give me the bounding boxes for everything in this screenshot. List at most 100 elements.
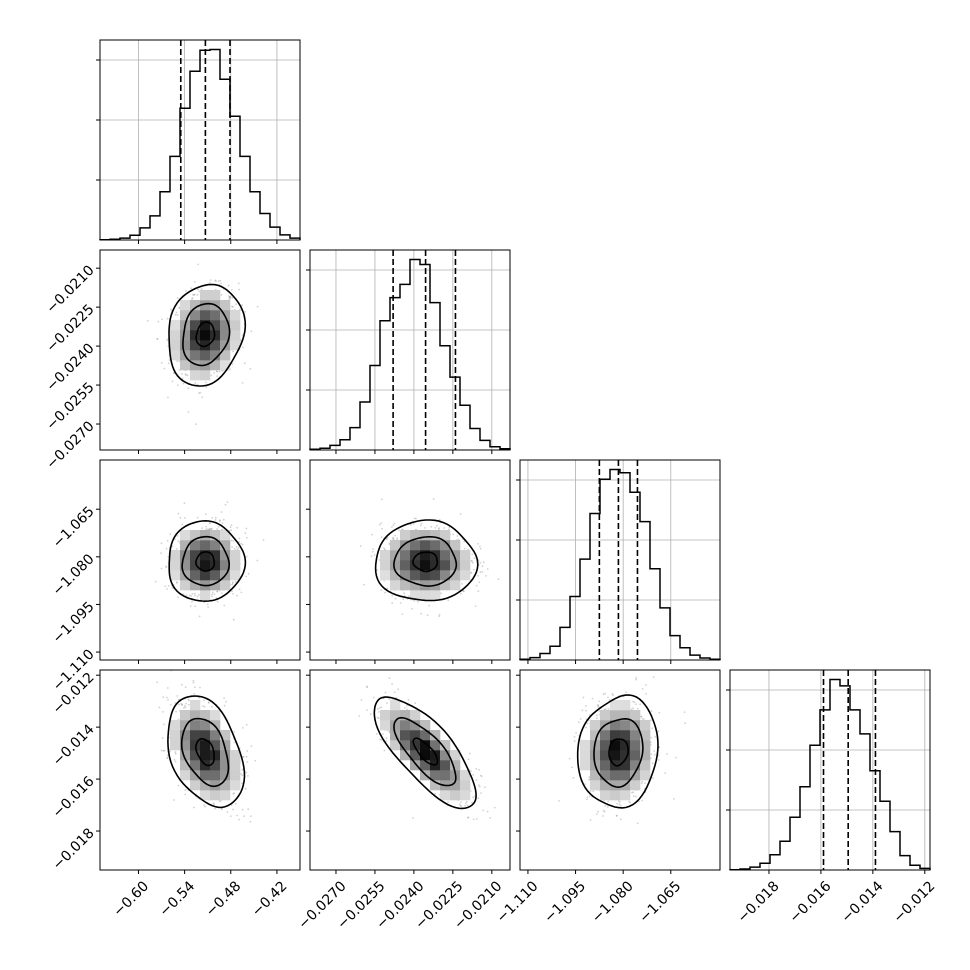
density-cell: [180, 530, 191, 541]
scatter-point: [477, 784, 480, 786]
scatter-point: [484, 786, 486, 789]
density-cell: [630, 710, 641, 721]
scatter-point: [485, 575, 487, 577]
scatter-point: [175, 581, 178, 584]
scatter-point: [211, 595, 213, 598]
scatter-point: [230, 289, 233, 291]
density-cell: [410, 740, 421, 751]
scatter-point: [234, 580, 237, 583]
density-cell: [210, 750, 221, 761]
scatter-point: [398, 529, 400, 532]
scatter-point: [463, 540, 466, 543]
y-tick-label: −0.018: [50, 825, 98, 873]
scatter-point: [377, 708, 379, 710]
density-cell: [190, 740, 201, 751]
axes-frame: [309, 459, 511, 661]
density-cell: [190, 330, 201, 341]
density-cell: [220, 320, 231, 331]
scatter-point: [183, 502, 186, 505]
scatter-point: [575, 732, 577, 734]
scatter-point: [228, 296, 231, 299]
density-cell: [410, 530, 421, 541]
scatter-point: [165, 566, 168, 568]
density-cell: [420, 730, 431, 741]
y-tick-label: −0.016: [50, 773, 98, 821]
density-cell: [610, 790, 621, 801]
histogram-step: [729, 678, 931, 871]
density-cell: [220, 540, 231, 551]
scatter-point: [196, 383, 199, 386]
density-cell: [230, 340, 241, 351]
density-cell: [210, 530, 221, 541]
x-tick-labels-p2: −1.110 −1.095 −1.080 −1.065: [494, 878, 685, 926]
scatter-point: [254, 759, 257, 762]
scatter-point: [219, 800, 222, 802]
scatter-point: [167, 396, 169, 399]
scatter-point: [176, 314, 179, 316]
scatter-point: [188, 594, 191, 597]
scatter-point: [641, 780, 644, 783]
scatter-point: [650, 736, 652, 739]
density-cell: [420, 590, 431, 601]
scatter-point: [207, 701, 210, 704]
scatter-point: [237, 282, 240, 285]
scatter-point: [168, 359, 171, 361]
scatter-point: [176, 297, 179, 299]
scatter-point: [235, 802, 237, 805]
density-cell: [450, 580, 461, 591]
scatter-point: [651, 762, 654, 765]
scatter-point: [381, 498, 383, 501]
scatter-point: [232, 593, 234, 595]
scatter-point: [198, 392, 200, 394]
scatter-point: [172, 799, 175, 801]
density-cell: [210, 720, 221, 731]
scatter-point: [193, 293, 196, 296]
scatter-point: [479, 571, 482, 574]
scatter-point: [426, 614, 429, 617]
scatter-point: [641, 717, 644, 720]
scatter-point: [363, 583, 365, 586]
scatter-point: [632, 791, 635, 793]
scatter-point: [214, 807, 217, 810]
scatter-point: [653, 750, 656, 752]
scatter-point: [573, 736, 576, 738]
x-tick-label: −0.42: [249, 878, 291, 920]
density-cell: [200, 350, 211, 361]
scatter-point: [247, 572, 250, 575]
density-cell: [170, 550, 181, 561]
scatter-point: [478, 581, 481, 584]
scatter-point: [475, 767, 478, 770]
density-cell: [430, 530, 441, 541]
y-tick-labels-p3: −0.018−0.016−0.014−0.012: [50, 670, 98, 874]
scatter-point: [146, 319, 149, 322]
scatter-point: [167, 698, 169, 701]
scatter-point: [225, 700, 228, 703]
scatter-point: [619, 818, 622, 821]
scatter-point: [163, 367, 166, 370]
scatter-point: [181, 523, 184, 526]
density-cell: [450, 760, 461, 771]
x-tick-label: −0.016: [787, 878, 835, 926]
scatter-point: [459, 803, 461, 806]
scatter-point: [205, 525, 208, 528]
scatter-point: [180, 702, 183, 705]
scatter-point: [479, 547, 482, 550]
density-cell: [190, 570, 201, 581]
scatter-point: [207, 606, 210, 608]
scatter-point: [178, 703, 180, 706]
density-cells: [170, 700, 241, 801]
density-cell: [380, 710, 391, 721]
scatter-point: [584, 783, 586, 785]
scatter-point: [597, 704, 600, 706]
scatter-point: [223, 604, 226, 607]
panel-p1-p2: [306, 459, 511, 664]
scatter-point: [616, 802, 618, 805]
density-cell: [200, 710, 211, 721]
density-cell: [180, 330, 191, 341]
scatter-point: [169, 533, 172, 535]
scatter-point: [201, 396, 204, 399]
scatter-point: [658, 711, 661, 714]
density-cell: [420, 760, 431, 771]
scatter-point: [181, 703, 183, 706]
density-cell: [210, 360, 221, 371]
